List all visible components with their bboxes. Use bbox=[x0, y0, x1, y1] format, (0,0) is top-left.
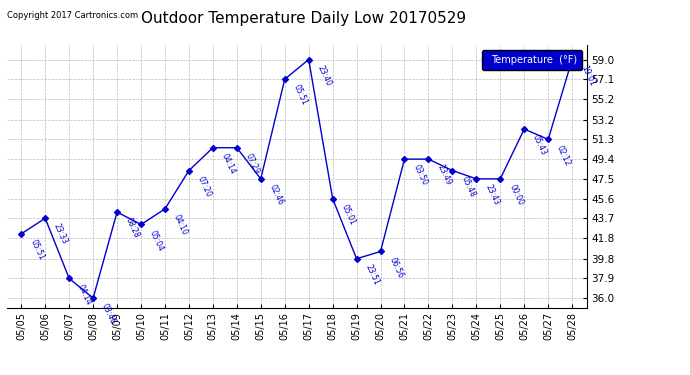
Text: Copyright 2017 Cartronics.com: Copyright 2017 Cartronics.com bbox=[7, 11, 138, 20]
Text: 05:04: 05:04 bbox=[148, 229, 166, 252]
Text: 07:20: 07:20 bbox=[196, 175, 213, 198]
Text: 03:50: 03:50 bbox=[411, 163, 429, 187]
Legend: Temperature  (°F): Temperature (°F) bbox=[482, 50, 582, 70]
Text: 05:43: 05:43 bbox=[531, 133, 549, 157]
Text: 05:01: 05:01 bbox=[339, 203, 357, 226]
Text: 05:51: 05:51 bbox=[28, 238, 46, 262]
Text: 00:00: 00:00 bbox=[507, 183, 524, 207]
Text: Outdoor Temperature Daily Low 20170529: Outdoor Temperature Daily Low 20170529 bbox=[141, 11, 466, 26]
Text: 03:46: 03:46 bbox=[100, 302, 117, 326]
Text: 19:01: 19:01 bbox=[579, 64, 596, 87]
Text: 04:10: 04:10 bbox=[172, 213, 189, 237]
Text: 02:12: 02:12 bbox=[555, 144, 573, 167]
Text: 23:40: 23:40 bbox=[315, 64, 333, 87]
Text: 23:49: 23:49 bbox=[435, 163, 453, 187]
Text: 06:56: 06:56 bbox=[388, 256, 405, 279]
Text: 05:48: 05:48 bbox=[460, 175, 477, 198]
Text: 23:43: 23:43 bbox=[483, 183, 501, 207]
Text: 07:29: 07:29 bbox=[244, 152, 262, 176]
Text: 02:46: 02:46 bbox=[268, 183, 285, 207]
Text: 23:33: 23:33 bbox=[52, 222, 70, 246]
Text: 08:28: 08:28 bbox=[124, 216, 141, 240]
Text: 04:14: 04:14 bbox=[76, 283, 94, 306]
Text: 04:14: 04:14 bbox=[220, 152, 237, 176]
Text: 23:51: 23:51 bbox=[364, 263, 381, 286]
Text: 05:51: 05:51 bbox=[292, 83, 309, 107]
